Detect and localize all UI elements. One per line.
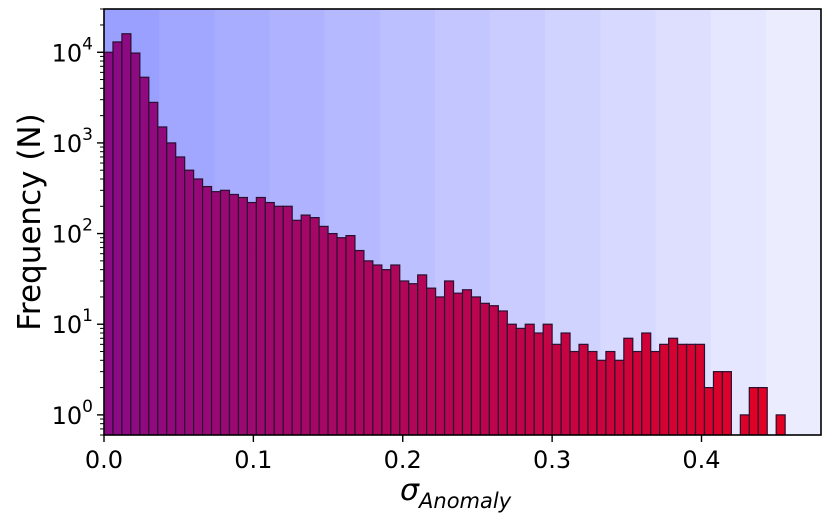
histogram-bar	[193, 178, 204, 435]
histogram-bar	[354, 249, 365, 435]
histogram-bar	[399, 280, 410, 435]
histogram-bar	[712, 371, 724, 435]
histogram-bar	[255, 196, 266, 435]
histogram-bar	[721, 371, 732, 435]
x-axis-label: σAnomaly	[400, 473, 512, 513]
histogram-bar	[470, 296, 482, 435]
histogram-bar	[112, 41, 123, 435]
background-band	[765, 9, 821, 435]
histogram-bar	[676, 343, 688, 435]
histogram-bar	[318, 225, 329, 435]
y-tick-label: 100	[52, 397, 93, 430]
histogram-bar	[587, 350, 598, 435]
histogram-bar	[668, 337, 679, 435]
histogram-bar	[614, 359, 625, 435]
histogram-bar	[426, 287, 437, 435]
histogram-bar	[497, 310, 508, 435]
histogram-bar	[291, 219, 302, 435]
histogram-bar	[139, 76, 150, 435]
x-tick-label: 0.1	[234, 446, 272, 474]
histogram-bar	[488, 305, 499, 435]
histogram-bar	[273, 205, 284, 435]
histogram-bar	[219, 189, 231, 435]
histogram-bar	[551, 343, 562, 435]
histogram-bar	[336, 237, 347, 435]
histogram-bar	[506, 323, 517, 435]
histogram-bars	[104, 33, 786, 435]
x-tick-label: 0.0	[85, 446, 123, 474]
histogram-bar	[623, 337, 634, 435]
x-axis-label-subscript: Anomaly	[417, 489, 512, 513]
y-tick-label: 102	[52, 216, 93, 249]
histogram-bar	[515, 327, 526, 435]
histogram-bar	[694, 343, 706, 435]
histogram-bar	[748, 386, 759, 435]
histogram-bar	[264, 201, 275, 435]
histogram-bar	[596, 359, 607, 435]
histogram-bar	[157, 126, 168, 435]
histogram-bar	[560, 332, 571, 435]
y-tick-label: 103	[52, 125, 93, 158]
histogram-bar	[309, 217, 320, 435]
x-axis: 0.0 0.1 0.2 0.3 0.4	[85, 435, 721, 474]
histogram-bar	[435, 296, 446, 435]
x-tick-label: 0.2	[384, 446, 422, 474]
histogram-bar	[443, 280, 455, 435]
histogram-bar	[282, 205, 293, 435]
histogram-bar	[184, 169, 195, 435]
histogram-bar	[228, 193, 240, 435]
histogram-bar	[605, 350, 616, 435]
plot-frame	[103, 8, 822, 436]
histogram-bar	[148, 101, 159, 435]
histogram-bar	[175, 156, 186, 435]
histogram-bar	[533, 332, 544, 435]
histogram-bar	[408, 283, 419, 435]
histogram-bar	[703, 386, 715, 435]
histogram-bar	[121, 33, 132, 435]
histogram-bar	[166, 142, 177, 435]
y-axis: 100 101 102 103 104	[52, 8, 104, 436]
histogram-bar	[417, 274, 428, 435]
histogram-bar	[345, 234, 356, 435]
histogram-bar	[479, 302, 490, 435]
histogram-bar	[201, 185, 213, 435]
histogram-bar	[452, 292, 464, 435]
histogram-bar	[372, 264, 383, 435]
y-axis-label: Frequency (N)	[12, 113, 48, 330]
histogram-bar	[130, 52, 141, 435]
histogram-bar	[327, 232, 338, 435]
histogram-bar	[363, 260, 374, 435]
background-band	[710, 9, 767, 435]
histogram-bar	[300, 214, 311, 435]
histogram-bar	[461, 289, 473, 435]
histogram-bar	[650, 350, 661, 435]
histogram-bar	[757, 386, 768, 435]
histogram-bar	[632, 350, 643, 435]
histogram-bar	[641, 332, 652, 435]
x-tick-label: 0.3	[533, 446, 571, 474]
x-axis-label-symbol: σ	[400, 473, 420, 508]
histogram-bar	[104, 51, 114, 435]
histogram-bar	[390, 264, 401, 435]
y-tick-label: 101	[52, 306, 93, 339]
x-tick-label: 0.4	[682, 446, 720, 474]
histogram-bar	[578, 343, 589, 435]
histogram-bar	[237, 196, 248, 435]
histogram-bar	[246, 201, 257, 435]
histogram-bar	[524, 323, 535, 435]
histogram-bar	[685, 343, 697, 435]
histogram-bar	[542, 323, 553, 435]
histogram-bar	[775, 414, 786, 435]
y-tick-label: 104	[52, 34, 93, 67]
histogram-bar	[381, 269, 392, 435]
histogram-bar	[659, 343, 670, 435]
histogram-bar	[569, 350, 580, 435]
histogram-bar	[210, 191, 222, 435]
